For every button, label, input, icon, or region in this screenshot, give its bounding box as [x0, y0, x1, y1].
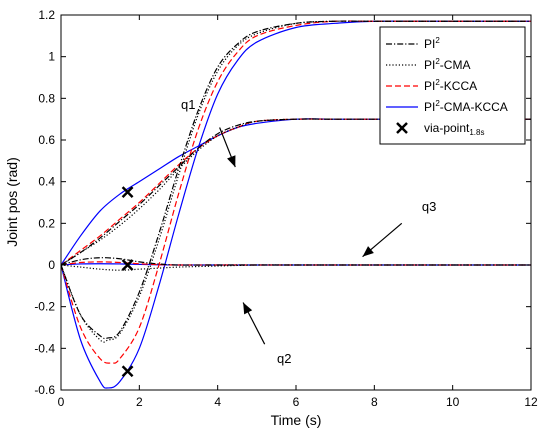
y-tick-label: 1: [48, 50, 55, 64]
legend: PI2 PI2-CMA PI2-KCCA PI2-CMA-KCCA via-point1…: [379, 26, 526, 145]
legend-label: PI2: [424, 36, 440, 51]
y-tick-label: 0.6: [38, 133, 55, 147]
legend-label: via-point1.8s: [424, 121, 484, 137]
legend-entry: PI2-KCCA: [386, 78, 477, 93]
series-line-q3-pi2: [60, 257, 531, 266]
via-point-marker: [121, 365, 134, 378]
legend-label: PI2-CMA: [424, 57, 470, 72]
annotation-label-q2: q2: [277, 351, 291, 366]
legend-entry: PI2-CMA-KCCA: [386, 99, 508, 114]
y-tick-label: 0.2: [38, 216, 55, 230]
y-tick-label: 0.8: [38, 91, 55, 105]
y-tick-label: 0.4: [38, 175, 55, 189]
legend-marker: [396, 122, 408, 134]
series-line-q1-pi2: [60, 118, 531, 266]
via-point-marker: [121, 186, 134, 198]
x-tick-label: 2: [136, 395, 143, 409]
annotation-label-q1: q1: [181, 97, 195, 112]
x-tick-label: 0: [58, 395, 65, 409]
legend-entry: PI2: [386, 36, 440, 51]
legend-label: PI2-KCCA: [424, 78, 477, 93]
legend-label: PI2-CMA-KCCA: [424, 99, 508, 114]
y-axis-title: Joint pos (rad): [4, 157, 20, 246]
via-point-markers: [121, 186, 134, 378]
y-tick-label: 1.2: [38, 8, 55, 22]
curves-layer: [60, 20, 531, 389]
y-tick-label: -0.4: [34, 341, 55, 355]
x-tick-label: 8: [371, 395, 378, 409]
y-tick-label: -0.2: [34, 300, 55, 314]
y-tick-label: 0: [48, 258, 55, 272]
legend-entry: PI2-CMA: [386, 57, 470, 72]
annotation-arrowhead-q3: [362, 246, 374, 257]
annotation-arrowhead-q2: [243, 302, 253, 315]
y-tick-label: -0.6: [34, 383, 55, 397]
series-line-q2-pi2: [60, 20, 531, 340]
x-axis-title: Time (s): [271, 412, 322, 428]
annotations-layer: q1 q2 q3: [181, 97, 436, 366]
series-line-q3-pi2-kcca: [60, 261, 531, 266]
x-tick-label: 4: [214, 395, 221, 409]
x-tick-label: 6: [293, 395, 300, 409]
via-point-marker: [121, 259, 134, 271]
series-line-q3-pi2-cma: [60, 264, 531, 271]
x-tick-label: 12: [524, 395, 538, 409]
annotation-label-q3: q3: [422, 199, 436, 214]
x-tick-label: 10: [446, 395, 460, 409]
axes-layer: 0 2 4 6 8 10 12 -0.6 -0.4 -0.2 0 0.2 0.4 0.6 0.8 1 1.2: [34, 8, 538, 409]
annotation-arrowhead-q1: [227, 155, 236, 168]
legend-entry: via-point1.8s: [396, 121, 484, 137]
